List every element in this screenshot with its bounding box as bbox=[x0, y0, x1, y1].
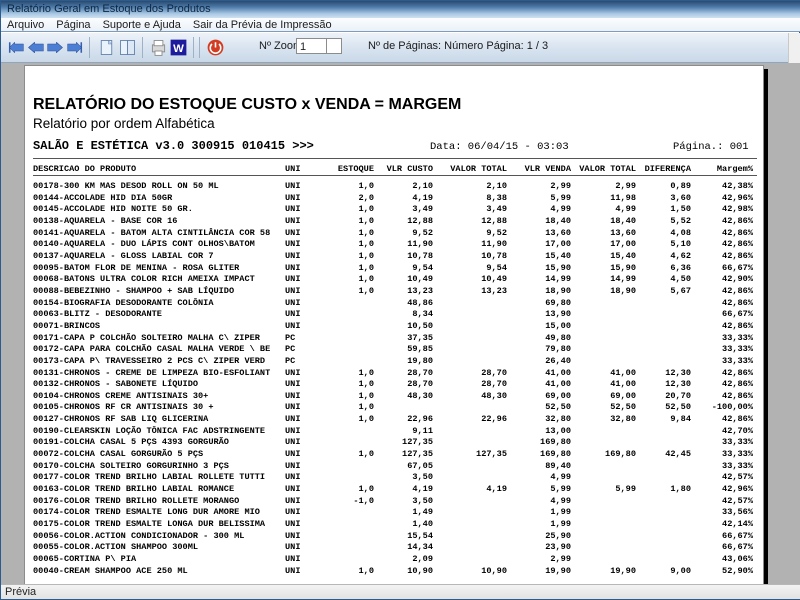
svg-text:W: W bbox=[173, 43, 184, 55]
